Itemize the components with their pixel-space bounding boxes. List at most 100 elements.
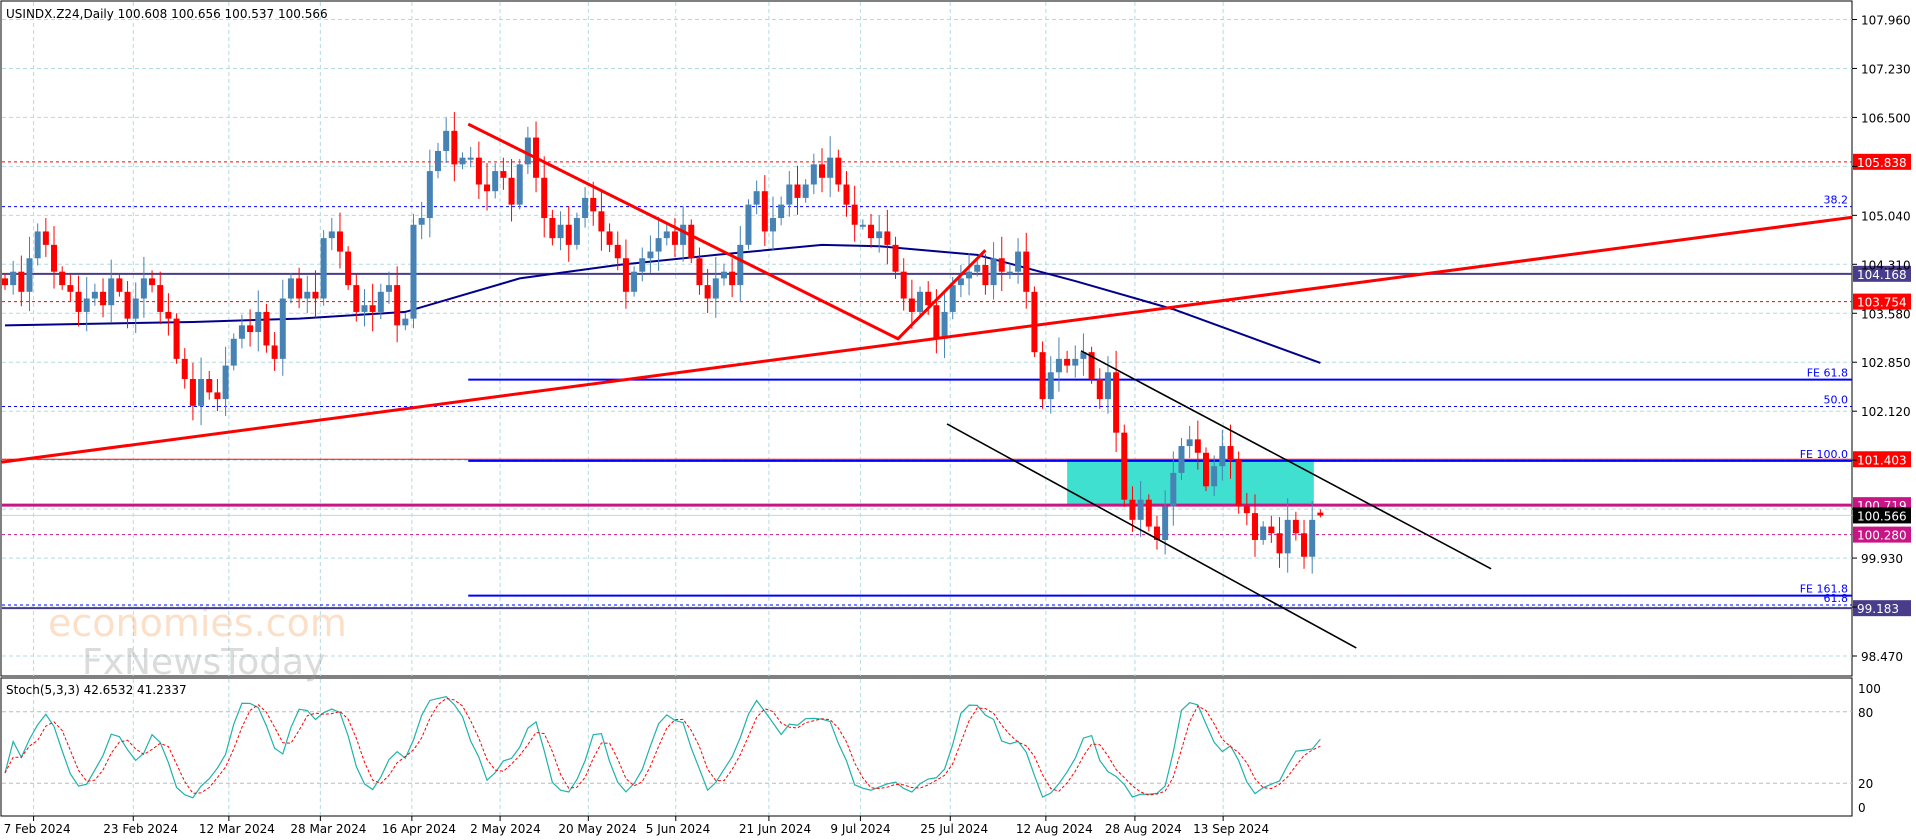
date-label: 23 Feb 2024	[103, 822, 178, 836]
bullish-candle	[26, 258, 33, 292]
price-tag-bg-resistance-103754	[1853, 293, 1911, 310]
bullish-candle	[34, 231, 41, 259]
bearish-candle	[206, 378, 213, 393]
bearish-candle	[500, 171, 507, 178]
bullish-candle	[631, 271, 638, 292]
bearish-candle	[165, 311, 172, 319]
bearish-candle	[794, 184, 801, 198]
bullish-candle	[859, 224, 866, 227]
bearish-candle	[704, 285, 711, 299]
bearish-candle	[369, 305, 376, 312]
price-tag-resistance-105838: 105.838	[1857, 156, 1907, 170]
bearish-candle	[312, 291, 319, 299]
bearish-candle	[181, 358, 188, 379]
stochastic-axis-label: 0	[1858, 801, 1866, 815]
bearish-candle	[1202, 452, 1209, 487]
bearish-candle	[688, 224, 695, 259]
bullish-candle	[385, 285, 392, 292]
bullish-candle	[1047, 372, 1054, 400]
price-tag-bg-support-99183	[1853, 600, 1911, 617]
symbol-header[interactable]: USINDX.Z24,Daily 100.608 100.656 100.537…	[6, 7, 328, 21]
bullish-candle	[492, 171, 499, 192]
bullish-candle	[1162, 506, 1169, 540]
bullish-candle	[467, 157, 474, 160]
bearish-candle	[173, 318, 180, 359]
bullish-candle	[1219, 446, 1226, 467]
fib-expansion-label: FE 100.0	[1800, 448, 1848, 461]
bullish-candle	[557, 224, 564, 239]
date-label: 7 Feb 2024	[4, 822, 71, 836]
bearish-candle	[247, 325, 254, 333]
date-label: 16 Apr 2024	[382, 822, 456, 836]
stochastic-axis-label: 20	[1858, 777, 1873, 791]
bullish-candle	[1186, 439, 1193, 447]
price-axis: 105.838104.168103.754101.403100.719100.5…	[1852, 14, 1911, 815]
price-tag-support-99183: 99.183	[1857, 602, 1899, 616]
bearish-candle	[1252, 513, 1259, 540]
bullish-candle	[917, 291, 924, 312]
bullish-candle	[426, 171, 433, 219]
bearish-candle	[1023, 251, 1030, 292]
bearish-candle	[541, 177, 548, 219]
bearish-candle	[394, 285, 401, 326]
bearish-candle	[1153, 526, 1160, 540]
bullish-candle	[1260, 526, 1267, 540]
date-label: 25 Jul 2024	[920, 822, 988, 836]
bullish-candle	[320, 238, 327, 299]
bearish-candle	[982, 264, 989, 286]
channel-lower-line	[946, 423, 1357, 649]
price-tag-bid-line: 100.566	[1857, 509, 1907, 523]
bearish-candle	[868, 224, 875, 239]
price-tag-bg-level-101403	[1853, 451, 1911, 468]
bearish-candle	[900, 271, 907, 299]
support-zone-rect	[1067, 459, 1314, 506]
price-tag-resistance-103754: 103.754	[1857, 296, 1907, 310]
price-axis-label: 103.580	[1861, 307, 1911, 321]
bullish-candle	[582, 197, 589, 219]
bullish-candle	[769, 218, 776, 232]
bearish-candle	[729, 271, 736, 286]
bullish-candle	[140, 278, 147, 299]
bullish-candle	[377, 291, 384, 312]
bullish-candle	[712, 278, 719, 299]
fib-label-fib-38-2: 38.2	[1824, 194, 1849, 207]
price-axis-label: 105.040	[1861, 209, 1911, 223]
bearish-candle	[116, 278, 123, 292]
price-tag-bg-resistance-105838	[1853, 153, 1911, 170]
fib-expansion-label: FE 61.8	[1807, 367, 1848, 380]
bullish-candle	[524, 137, 531, 165]
price-axis-label: 102.850	[1861, 356, 1911, 370]
bullish-candle	[287, 278, 294, 299]
bearish-candle	[998, 258, 1005, 272]
bearish-candle	[189, 378, 196, 406]
bearish-candle	[892, 244, 899, 272]
bullish-candle	[459, 157, 466, 165]
bullish-candle	[966, 271, 973, 279]
bearish-candle	[598, 211, 605, 232]
bearish-candle	[51, 244, 58, 272]
stochastic-axis-label: 100	[1858, 682, 1881, 696]
stochastic-axis-label: 80	[1858, 706, 1873, 720]
bullish-candle	[941, 311, 948, 339]
bullish-candle	[663, 231, 670, 239]
bearish-candle	[475, 157, 482, 185]
date-label: 20 May 2024	[558, 822, 636, 836]
candles	[2, 112, 1324, 574]
bearish-candle	[1121, 432, 1128, 500]
bullish-candle	[1015, 251, 1022, 272]
bearish-candle	[590, 197, 597, 212]
bullish-candle	[720, 271, 727, 279]
price-tag-bg-level-104168	[1853, 265, 1911, 282]
bearish-candle	[1268, 526, 1275, 534]
bullish-candle	[1072, 358, 1079, 366]
bearish-candle	[484, 184, 491, 192]
bearish-candle	[1039, 352, 1046, 400]
bullish-candle	[1284, 519, 1291, 554]
date-label: 2 May 2024	[470, 822, 541, 836]
bearish-candle	[1235, 459, 1242, 507]
long-uptrend-line	[1, 215, 1852, 464]
bullish-candle	[402, 318, 409, 326]
price-axis-label: 99.930	[1861, 552, 1903, 566]
bullish-candle	[639, 258, 646, 272]
